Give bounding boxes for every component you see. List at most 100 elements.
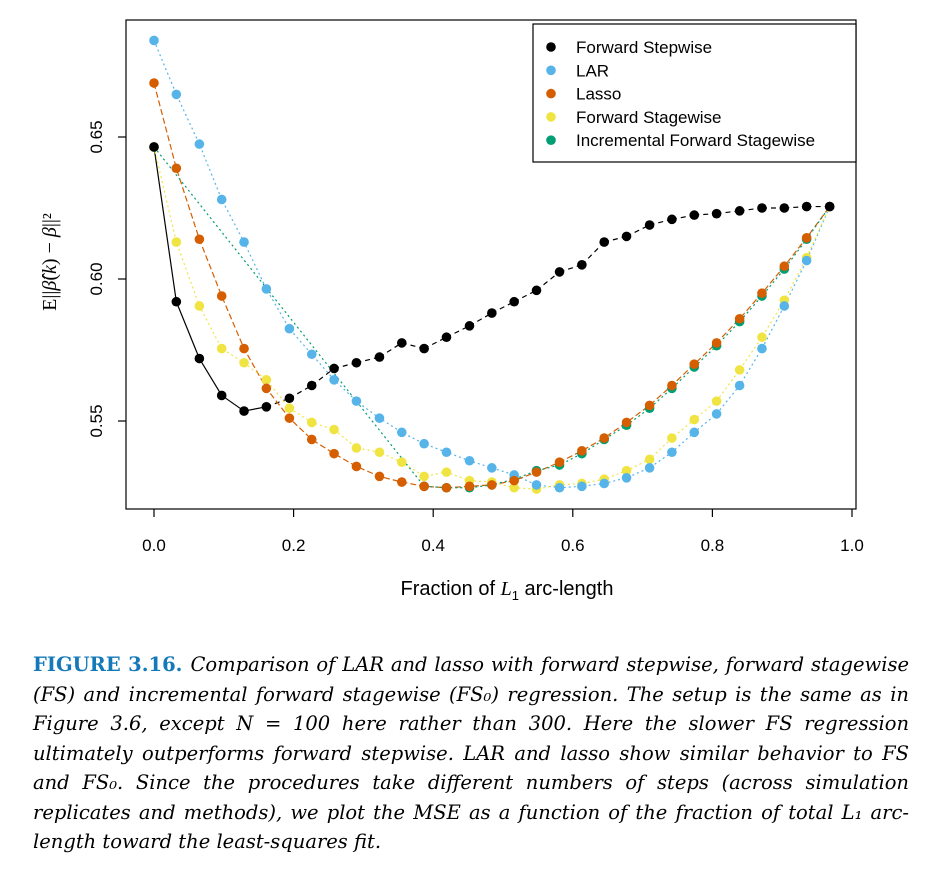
forward-stepwise-legend-marker bbox=[546, 42, 556, 52]
lasso-point bbox=[621, 417, 632, 428]
forward-stepwise-point bbox=[284, 393, 295, 404]
forward-stagewise-point bbox=[374, 447, 385, 458]
x-axis-label: Fraction of L1 arc-length bbox=[401, 578, 614, 603]
lasso-point bbox=[171, 163, 182, 174]
lar-point bbox=[194, 139, 205, 149]
forward-stepwise-point bbox=[734, 206, 745, 216]
forward-stepwise-point bbox=[216, 390, 227, 401]
incremental-forward-stagewise-legend-marker bbox=[546, 135, 556, 145]
lasso-point bbox=[689, 359, 700, 370]
x-tick-label: 0.8 bbox=[701, 536, 725, 555]
forward-stagewise-point bbox=[441, 467, 452, 477]
caption-text: Comparison of LAR and lasso with forward… bbox=[33, 653, 909, 853]
lar-point bbox=[667, 447, 677, 458]
forward-stepwise-point bbox=[554, 267, 565, 277]
figure-label: FIGURE 3.16. bbox=[33, 653, 183, 676]
lar-point bbox=[554, 482, 565, 493]
lar-point bbox=[734, 380, 745, 391]
forward-stagewise-point bbox=[644, 454, 655, 465]
lar-point bbox=[464, 455, 475, 466]
legend-box bbox=[532, 23, 857, 163]
lar-point bbox=[644, 463, 655, 473]
lasso-legend-label: Lasso bbox=[576, 85, 621, 104]
lasso-point bbox=[734, 313, 745, 324]
lar-point bbox=[171, 89, 182, 100]
forward-stagewise-point bbox=[171, 237, 182, 247]
lasso-point bbox=[329, 448, 339, 459]
lasso-point bbox=[441, 482, 452, 493]
figure-caption: FIGURE 3.16. Comparison of LAR and lasso … bbox=[33, 650, 909, 857]
lar-point bbox=[351, 396, 362, 406]
forward-stepwise-point bbox=[487, 308, 497, 318]
forward-stepwise-point bbox=[757, 203, 767, 213]
forward-stepwise-point bbox=[329, 363, 339, 374]
forward-stepwise-point bbox=[351, 357, 362, 368]
lasso-point bbox=[487, 480, 497, 490]
forward-stepwise-point bbox=[149, 142, 159, 152]
forward-stepwise-point bbox=[801, 201, 812, 212]
lasso-point bbox=[757, 288, 767, 299]
forward-stepwise-point bbox=[171, 296, 182, 307]
forward-stepwise-point bbox=[419, 343, 429, 354]
forward-stepwise-point bbox=[239, 406, 249, 416]
lasso-point bbox=[284, 413, 295, 423]
lar-point bbox=[374, 413, 385, 423]
forward-stepwise-point bbox=[531, 285, 542, 296]
forward-stagewise-point bbox=[284, 403, 295, 414]
lasso-point bbox=[396, 477, 407, 487]
y-tick-label: 0.60 bbox=[87, 262, 106, 295]
forward-stepwise-point bbox=[509, 296, 519, 307]
lar-point bbox=[711, 409, 722, 419]
lasso-point bbox=[149, 78, 159, 88]
forward-stepwise-point bbox=[396, 338, 407, 348]
lar-legend-marker bbox=[546, 65, 556, 76]
lasso-point bbox=[216, 291, 227, 301]
lasso-point bbox=[419, 481, 429, 492]
forward-stagewise-point bbox=[689, 414, 700, 425]
lasso-point bbox=[599, 433, 610, 443]
y-tick-label: 0.55 bbox=[87, 404, 106, 437]
forward-stepwise-segment bbox=[153, 146, 177, 302]
lar-point bbox=[487, 463, 497, 473]
y-tick-label: 0.65 bbox=[87, 120, 106, 153]
lar-point bbox=[441, 447, 452, 458]
forward-stagewise-point bbox=[239, 357, 249, 368]
lasso-point bbox=[509, 475, 519, 486]
lar-point bbox=[261, 284, 272, 294]
lar-point bbox=[329, 375, 339, 385]
lar-point bbox=[621, 473, 632, 483]
lasso-point bbox=[711, 338, 722, 348]
forward-stagewise-point bbox=[396, 457, 407, 467]
forward-stagewise-point bbox=[216, 343, 227, 354]
lar-point bbox=[577, 481, 587, 492]
lasso-point bbox=[239, 343, 249, 354]
lasso-point bbox=[306, 434, 317, 445]
lasso-point bbox=[667, 380, 677, 391]
forward-stagewise-point bbox=[509, 482, 519, 493]
forward-stepwise-point bbox=[711, 208, 722, 219]
x-tick-label: 0.0 bbox=[142, 536, 166, 555]
forward-stepwise-point bbox=[644, 220, 655, 230]
forward-stepwise-point bbox=[824, 201, 835, 212]
lasso-point bbox=[644, 400, 655, 411]
forward-stepwise-segment bbox=[198, 358, 223, 396]
series-points bbox=[149, 35, 835, 494]
forward-stepwise-point bbox=[306, 380, 317, 391]
lasso-point bbox=[261, 383, 272, 394]
forward-stepwise-point bbox=[621, 231, 632, 242]
lasso-point bbox=[351, 461, 362, 472]
forward-stagewise-legend-label: Forward Stagewise bbox=[576, 108, 722, 127]
lasso-point bbox=[554, 457, 565, 467]
forward-stepwise-point bbox=[464, 321, 475, 331]
lar-point bbox=[757, 343, 767, 354]
forward-stagewise-point bbox=[667, 433, 677, 443]
x-tick-label: 0.4 bbox=[421, 536, 445, 555]
lar-point bbox=[419, 438, 429, 449]
lasso-point bbox=[779, 261, 790, 272]
forward-stagewise-point bbox=[711, 396, 722, 406]
forward-stepwise-point bbox=[441, 332, 452, 343]
lar-point bbox=[216, 194, 227, 205]
forward-stagewise-point bbox=[306, 417, 317, 428]
legend: Forward Stepwise LAR Lasso Forward Stagewis… bbox=[532, 23, 857, 163]
lar-point bbox=[149, 35, 159, 46]
